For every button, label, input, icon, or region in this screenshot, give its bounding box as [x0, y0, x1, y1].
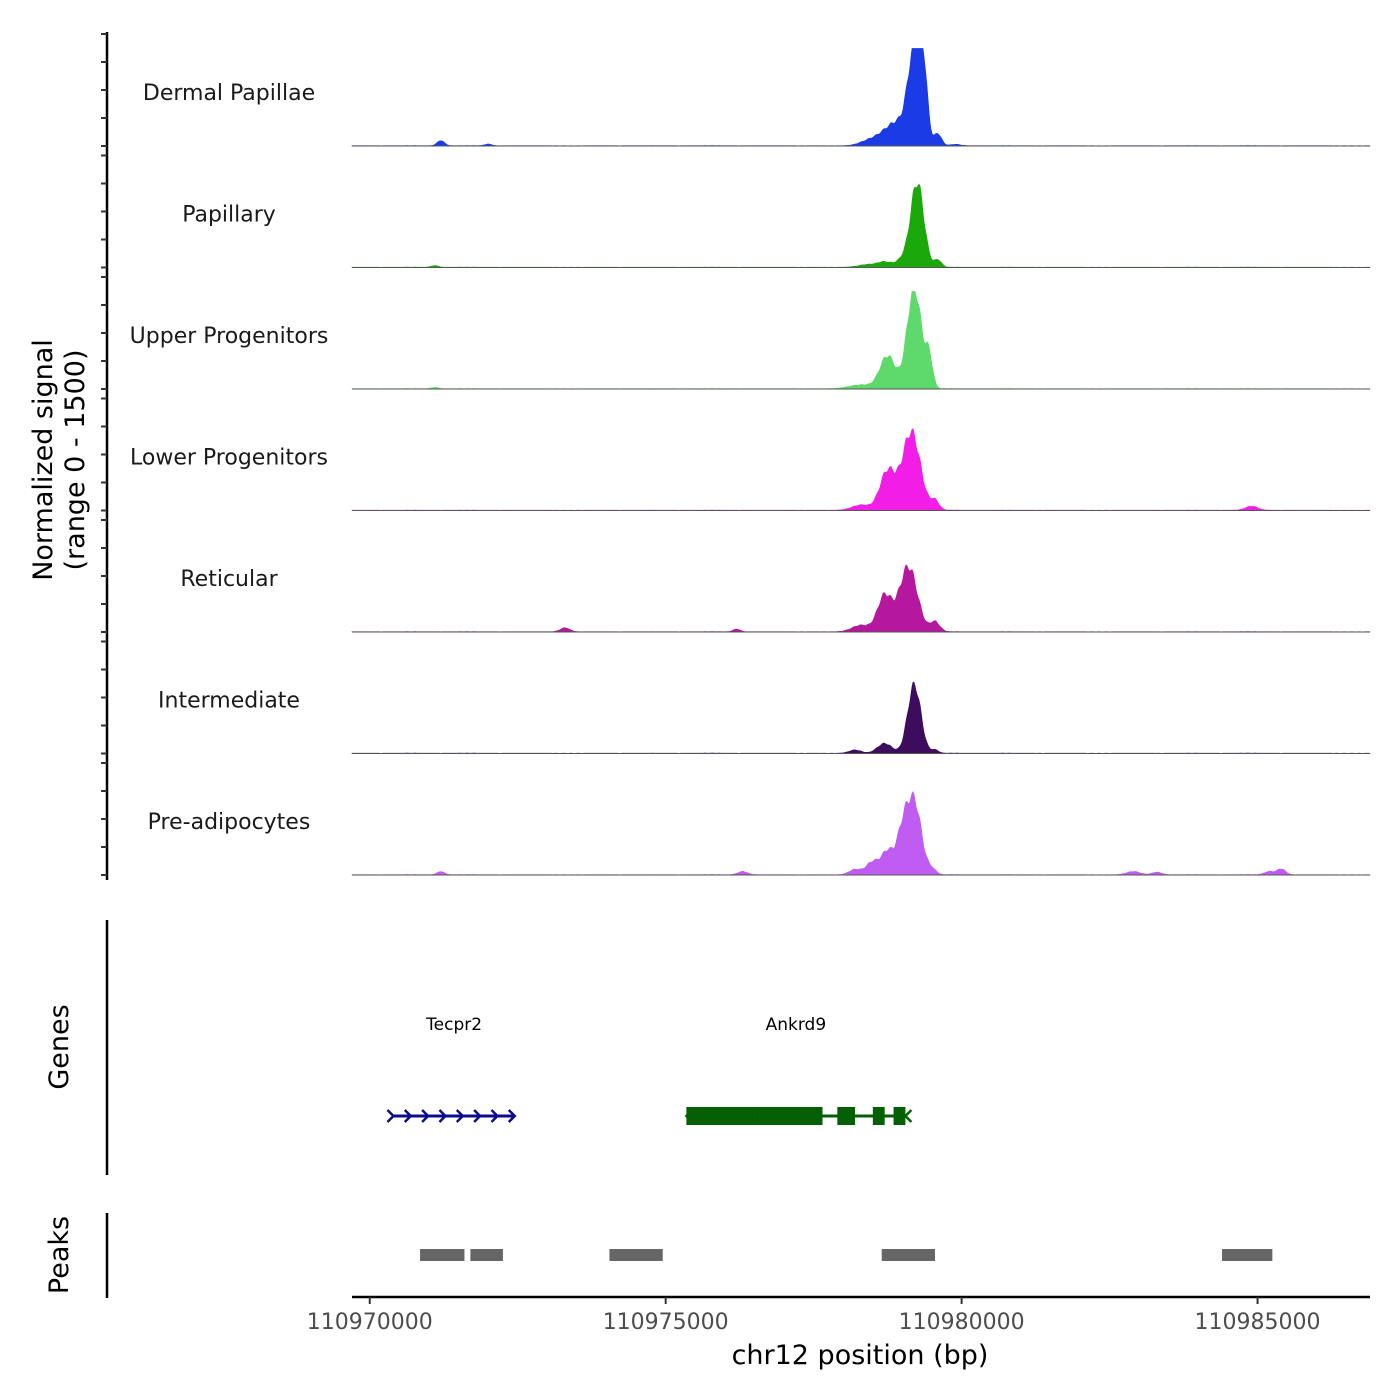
gene-exon — [837, 1107, 856, 1125]
peak-region — [470, 1249, 503, 1261]
strand-arrow — [386, 1109, 396, 1123]
track-label: Dermal Papillae — [143, 81, 315, 106]
track-dermal-papillae: Dermal Papillae — [143, 48, 1371, 147]
gene-label: Tecpr2 — [425, 1015, 482, 1035]
gene-tecpr2: Tecpr2 — [386, 1015, 517, 1123]
track-lower-progenitors: Lower Progenitors — [130, 428, 1371, 511]
track-signal-area — [351, 564, 1371, 633]
strand-arrow — [507, 1109, 517, 1123]
gene-annotations: Tecpr2 Ankrd9 — [386, 1015, 913, 1125]
track-signal-area — [351, 791, 1371, 876]
strand-arrow — [490, 1109, 500, 1123]
x-tick-label: 110985000 — [1195, 1310, 1321, 1335]
peak-region — [1222, 1249, 1273, 1261]
coverage-y-axis-ticks — [101, 33, 107, 876]
strand-arrow — [403, 1109, 413, 1123]
track-reticular: Reticular — [180, 564, 1371, 633]
track-signal-area — [351, 291, 1371, 390]
gene-exon — [893, 1107, 906, 1125]
track-signal-area — [351, 183, 1371, 268]
peak-region — [609, 1249, 663, 1261]
track-signal-area — [351, 48, 1371, 147]
gene-exon — [686, 1107, 755, 1125]
x-axis-ticks: 110970000 110975000 110980000 110985000 — [307, 1297, 1321, 1335]
gene-label: Ankrd9 — [766, 1015, 827, 1035]
peak-regions — [420, 1249, 1273, 1261]
gene-exon — [872, 1107, 885, 1125]
strand-arrow — [438, 1109, 448, 1123]
track-label: Intermediate — [158, 689, 300, 714]
strand-arrow — [473, 1109, 482, 1123]
y-axis-title-line2: (range 0 - 1500) — [60, 350, 91, 571]
track-label: Lower Progenitors — [130, 446, 328, 471]
track-signal-area — [351, 428, 1371, 511]
track-label: Pre-adipocytes — [148, 810, 311, 835]
strand-arrow — [421, 1109, 430, 1123]
strand-arrow — [903, 1109, 913, 1123]
y-axis-title-line1: Normalized signal — [28, 339, 59, 581]
genes-panel-label: Genes — [44, 1004, 75, 1089]
track-papillary: Papillary — [182, 183, 1371, 268]
track-signal-area — [351, 681, 1371, 754]
gene-ankrd9: Ankrd9 — [684, 1015, 913, 1125]
x-axis-title: chr12 position (bp) — [732, 1340, 989, 1371]
x-tick-label: 110970000 — [307, 1310, 433, 1335]
track-upper-progenitors: Upper Progenitors — [130, 291, 1371, 390]
x-tick-label: 110980000 — [899, 1310, 1025, 1335]
y-axis-title: Normalized signal (range 0 - 1500) — [28, 339, 91, 581]
track-label: Papillary — [182, 203, 276, 228]
peak-region — [420, 1249, 465, 1261]
track-intermediate: Intermediate — [158, 681, 1371, 754]
track-label: Upper Progenitors — [130, 324, 329, 349]
coverage-tracks: Dermal Papillae Papillary Upper Progenitor… — [130, 48, 1371, 876]
track-label: Reticular — [180, 567, 278, 592]
peaks-panel-label: Peaks — [44, 1216, 75, 1294]
x-tick-label: 110975000 — [603, 1310, 729, 1335]
gene-exon — [754, 1107, 823, 1125]
track-pre-adipocytes: Pre-adipocytes — [148, 791, 1371, 876]
strand-arrow — [455, 1109, 465, 1123]
peak-region — [881, 1249, 935, 1261]
